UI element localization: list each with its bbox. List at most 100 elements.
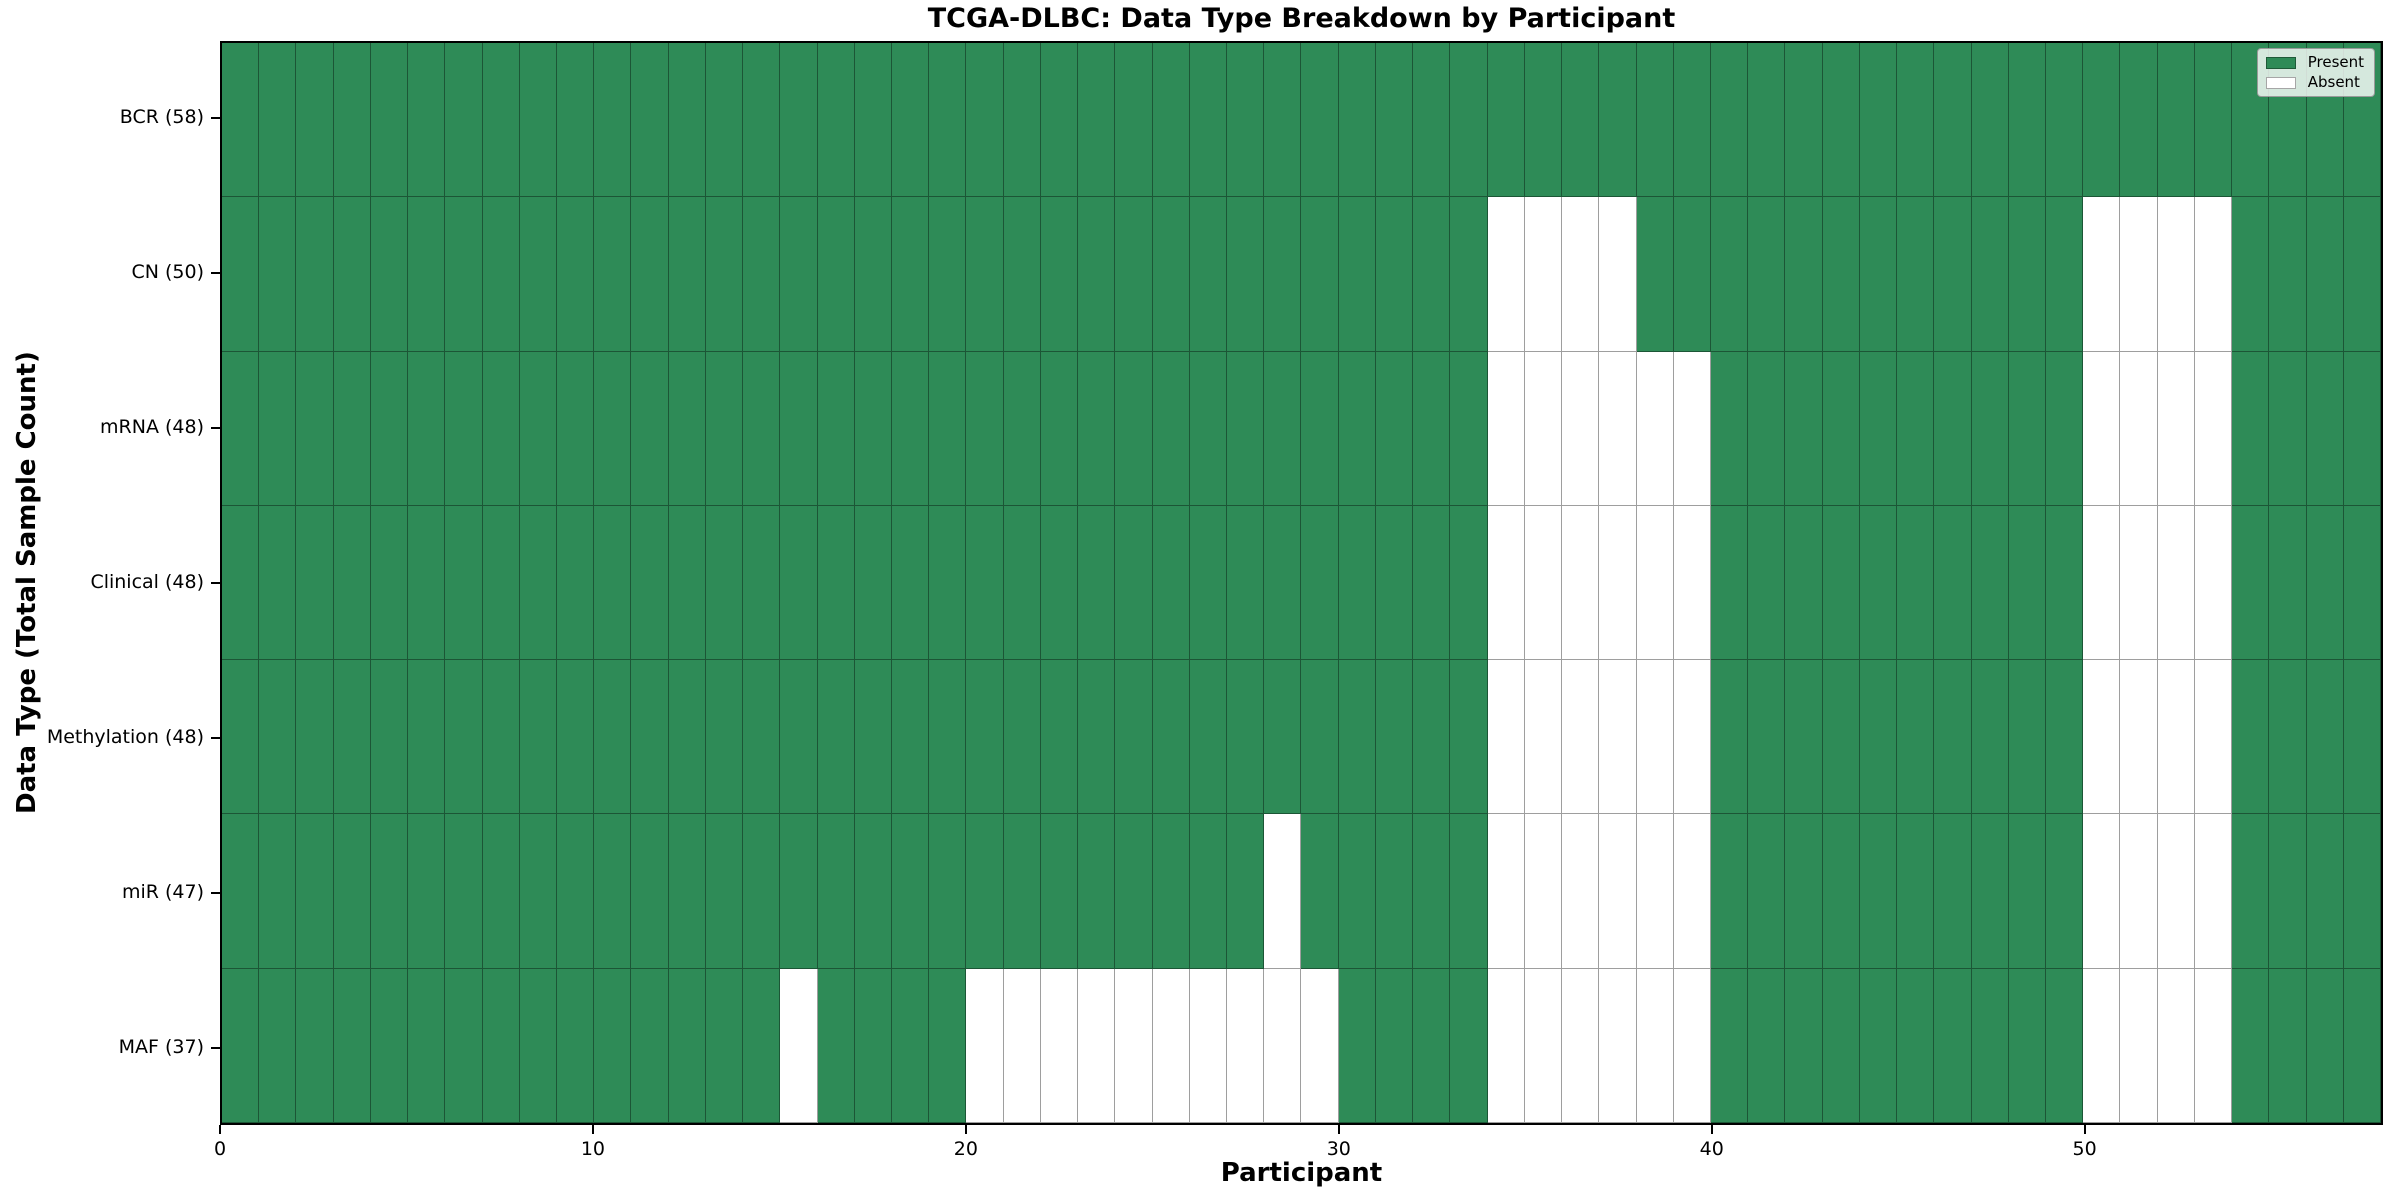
heatmap-cell <box>482 43 520 198</box>
heatmap-cell <box>631 43 669 198</box>
heatmap-cell <box>1934 197 1972 352</box>
heatmap-cell <box>519 968 558 1123</box>
heatmap-cell <box>2343 351 2381 506</box>
heatmap-cell <box>222 660 260 815</box>
heatmap-cell <box>2232 505 2270 661</box>
heatmap-cell <box>2194 351 2233 506</box>
heatmap-cell <box>333 660 371 815</box>
heatmap-cell <box>631 197 669 352</box>
heatmap-cell <box>2269 197 2307 352</box>
heatmap-cell <box>594 814 632 969</box>
y-tick-label: BCR (58) <box>119 106 204 129</box>
heatmap-cell <box>743 505 781 661</box>
heatmap-cell <box>1636 351 1674 506</box>
heatmap-cell <box>296 814 334 969</box>
heatmap-cell <box>743 43 781 198</box>
heatmap-cell <box>482 197 520 352</box>
heatmap-cell <box>259 660 297 815</box>
heatmap-cell <box>445 351 483 506</box>
heatmap-cell <box>1599 505 1637 661</box>
heatmap-cell <box>1673 505 1711 661</box>
heatmap-cell <box>1413 505 1451 661</box>
heatmap-cell <box>1562 814 1600 969</box>
heatmap-cell <box>2008 505 2046 661</box>
heatmap-cell <box>222 43 260 198</box>
heatmap-cell <box>1822 968 1860 1123</box>
heatmap-cell <box>445 660 483 815</box>
heatmap-cell <box>1934 351 1972 506</box>
heatmap-cell <box>1636 197 1674 352</box>
heatmap-cell <box>966 660 1004 815</box>
heatmap-cell <box>1673 43 1711 198</box>
heatmap-cell <box>482 814 520 969</box>
heatmap-cell <box>482 505 520 661</box>
y-tick-mark <box>211 272 220 275</box>
y-tick-mark <box>211 427 220 430</box>
heatmap-cell <box>929 814 967 969</box>
heatmap-cell <box>222 505 260 661</box>
heatmap-cell <box>1189 505 1228 661</box>
heatmap-cell <box>2120 968 2158 1123</box>
heatmap-cell <box>1264 660 1302 815</box>
heatmap-cell <box>1636 43 1674 198</box>
heatmap-cell <box>743 660 781 815</box>
heatmap-cell <box>1078 351 1116 506</box>
heatmap-cell <box>1040 660 1079 815</box>
heatmap-cell <box>1189 43 1228 198</box>
heatmap-cell <box>1301 814 1339 969</box>
heatmap-cell <box>1264 968 1302 1123</box>
heatmap-cell <box>2083 197 2121 352</box>
y-tick-label: Clinical (48) <box>90 571 204 593</box>
heatmap-cell <box>892 505 930 661</box>
heatmap-cell <box>1450 814 1488 969</box>
heatmap-cell <box>631 351 669 506</box>
heatmap-cell <box>1822 660 1860 815</box>
heatmap-cell <box>817 660 855 815</box>
heatmap-cell <box>966 351 1004 506</box>
heatmap-cell <box>854 814 893 969</box>
heatmap-cell <box>2157 43 2195 198</box>
heatmap-cell <box>631 505 669 661</box>
heatmap-cell <box>2045 814 2084 969</box>
heatmap-cell <box>445 43 483 198</box>
heatmap-cell <box>1078 968 1116 1123</box>
heatmap-cell <box>1152 197 1190 352</box>
y-tick-mark <box>211 736 220 739</box>
heatmap-cell <box>2306 660 2344 815</box>
heatmap-cell <box>519 197 558 352</box>
heatmap-cell <box>557 505 595 661</box>
heatmap-cell <box>1189 351 1228 506</box>
heatmap-cell <box>2083 968 2121 1123</box>
heatmap-cell <box>1524 351 1563 506</box>
heatmap-cell <box>705 351 744 506</box>
heatmap-cell <box>1859 351 1898 506</box>
heatmap-cell <box>1189 660 1228 815</box>
heatmap-cell <box>1003 197 1041 352</box>
heatmap-cell <box>408 197 446 352</box>
heatmap-cell <box>1227 351 1265 506</box>
heatmap-cell <box>2157 197 2195 352</box>
heatmap-cell <box>2083 43 2121 198</box>
heatmap-cell <box>2194 814 2233 969</box>
heatmap-cell <box>1785 660 1823 815</box>
heatmap-cell <box>1413 814 1451 969</box>
heatmap-cell <box>705 43 744 198</box>
heatmap-cell <box>1375 197 1414 352</box>
heatmap-cell <box>1524 505 1563 661</box>
heatmap-cell <box>929 505 967 661</box>
heatmap-cell <box>966 968 1004 1123</box>
heatmap-cell <box>1227 505 1265 661</box>
y-tick-label: CN (50) <box>131 261 204 284</box>
heatmap-cell <box>445 505 483 661</box>
heatmap-cell <box>2306 197 2344 352</box>
heatmap-cell <box>1040 814 1079 969</box>
heatmap-cell <box>1748 660 1786 815</box>
legend: Present Absent <box>2256 48 2375 97</box>
heatmap-cell <box>1040 197 1079 352</box>
heatmap-cell <box>817 505 855 661</box>
heatmap-cell <box>594 351 632 506</box>
heatmap-cell <box>370 968 409 1123</box>
heatmap-cell <box>557 660 595 815</box>
heatmap-cell <box>259 968 297 1123</box>
heatmap-cell <box>1375 43 1414 198</box>
